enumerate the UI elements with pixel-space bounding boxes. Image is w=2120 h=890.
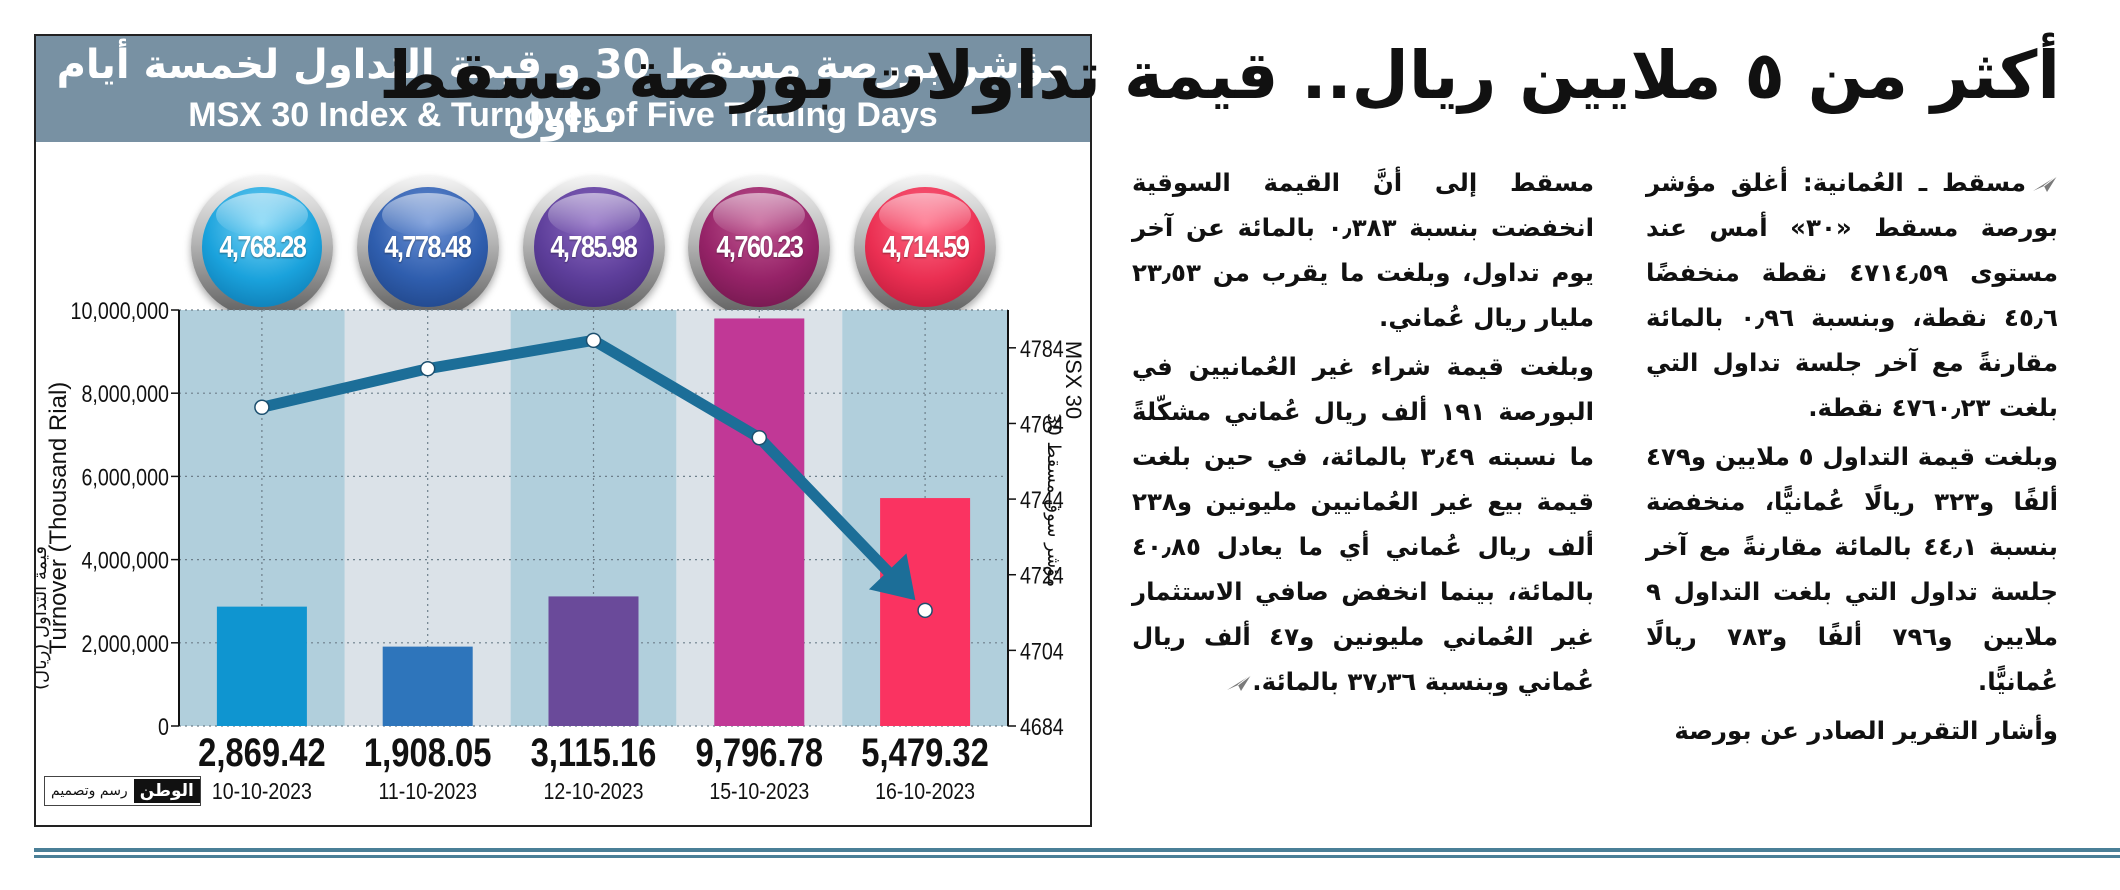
turnover-bar (714, 318, 805, 726)
index-point-marker (751, 429, 768, 446)
index-point-marker (917, 602, 933, 619)
infographic-panel: مؤشر بورصة مسقط 30 و قيمة التداول لخمسة … (34, 34, 1092, 827)
article-paragraph: وبلغت قيمة التداول ٥ ملايين و٤٧٩ ألفًا و… (1646, 442, 2059, 696)
ball-ring: 4,778.48 (356, 176, 499, 318)
y2-tick-label: 4684 (1020, 713, 1064, 740)
turnover-bar (382, 646, 473, 726)
turnover-data-label: 2,869.42 (198, 730, 326, 775)
brand-credit-text: رسم وتصميم (51, 783, 128, 799)
turnover-index-chart: 0 2,000,000 4,000,000 6,000,000 8,000,000 10,… (36, 297, 1086, 805)
brand-logo: الوطن (133, 779, 200, 803)
index-value-label: 4,768.28 (218, 229, 306, 264)
y-tick-label: 10,000,000 (71, 297, 169, 324)
y-tick-label: 2,000,000 (81, 630, 169, 657)
infographic-header: مؤشر بورصة مسقط 30 و قيمة التداول لخمسة … (36, 36, 1090, 142)
x-tick-label: 10-10-2023 (212, 779, 312, 805)
article-column-2: مسقط إلى أنَّ القيمة السوقية انخفضت بنسب… (1132, 160, 1594, 704)
infographic-title-arabic: مؤشر بورصة مسقط 30 و قيمة التداول لخمسة … (56, 42, 1070, 142)
y2-tick-label: 4764 (1020, 411, 1064, 438)
y2-tick-label: 4724 (1020, 562, 1064, 589)
index-point-marker (254, 399, 270, 416)
y2-axis-title-arabic: مؤشر سوق مسقط 30 (1043, 413, 1064, 587)
turnover-bar (548, 596, 639, 726)
ball-core: 4,778.48 (367, 187, 488, 307)
ball-core: 4,768.28 (201, 187, 322, 307)
index-ball: 4,760.23 (682, 176, 842, 336)
index-value-label: 4,778.48 (384, 229, 472, 264)
article-paragraph-text: وبلغت قيمة شراء غير العُمانيين في البورص… (1132, 352, 1594, 696)
ball-core: 4,760.23 (699, 187, 820, 307)
ball-core: 4,714.59 (865, 187, 986, 307)
article-paragraph: وأشار التقرير الصادر عن بورصة (1674, 716, 2058, 745)
ball-ring: 4,760.23 (688, 176, 831, 318)
article-paragraph: مسقط ـ العُمانية: أغلق مؤشر بورصة مسقط «… (1646, 160, 2058, 430)
infographic-title-english: MSX 30 Index & Turnover of Five Trading … (188, 96, 938, 134)
x-tick-label: 11-10-2023 (378, 779, 476, 805)
index-value-label: 4,714.59 (882, 229, 969, 264)
y2-tick-label: 4784 (1020, 335, 1064, 362)
article-headline: أكثر من ٥ ملايين ريال.. قيمة تداولات بور… (378, 37, 2061, 114)
bottom-divider (34, 848, 2120, 858)
index-ball: 4,714.59 (848, 176, 1008, 336)
article-paragraph: مسقط إلى أنَّ القيمة السوقية انخفضت بنسب… (1132, 168, 1595, 332)
index-value-label: 4,785.98 (550, 229, 638, 264)
y-tick-label: 6,000,000 (81, 464, 169, 491)
index-ball: 4,768.28 (185, 176, 345, 336)
y-tick-label: 4,000,000 (81, 547, 169, 574)
y2-tick-label: 4744 (1020, 486, 1064, 513)
turnover-data-label: 3,115.16 (531, 730, 657, 775)
paper-plane-icon (2033, 175, 2058, 192)
x-tick-label: 16-10-2023 (875, 779, 975, 805)
index-ball: 4,778.48 (351, 176, 511, 336)
index-line-arrowhead (868, 553, 916, 601)
y-axis-title-arabic-text: قيمة التداول (ريال) (36, 546, 51, 690)
ball-ring: 4,714.59 (854, 176, 997, 318)
article-paragraph: وبلغت قيمة شراء غير العُمانيين في البورص… (1132, 344, 1594, 704)
turnover-data-label: 5,479.32 (861, 730, 989, 775)
x-tick-label: 15-10-2023 (709, 779, 809, 805)
y2-tick-label: 4704 (1020, 637, 1064, 664)
turnover-bar (216, 606, 307, 726)
ball-core: 4,785.98 (533, 187, 654, 307)
index-point-marker (585, 332, 602, 349)
article-paragraph-text: مسقط ـ العُمانية: أغلق مؤشر بورصة مسقط «… (1646, 168, 2059, 422)
turnover-data-label: 1,908.05 (364, 730, 492, 775)
y-tick-label: 0 (158, 713, 169, 740)
index-value-label: 4,760.23 (716, 229, 803, 264)
x-tick-label: 12-10-2023 (544, 779, 644, 805)
article-column-1: مسقط ـ العُمانية: أغلق مؤشر بورصة مسقط «… (1646, 160, 2058, 753)
index-point-marker (419, 360, 436, 377)
y2-axis-title: MSX 30 (1061, 341, 1086, 419)
ball-ring: 4,768.28 (190, 176, 333, 318)
brand-credit: الوطن رسم وتصميم (44, 776, 201, 806)
paper-plane-icon (1227, 674, 1252, 691)
turnover-data-label: 9,796.78 (695, 730, 823, 775)
ball-ring: 4,785.98 (522, 176, 665, 318)
y-axis-title: Turnover (Thousand Rial) (45, 382, 72, 655)
y-tick-label: 8,000,000 (81, 380, 169, 407)
